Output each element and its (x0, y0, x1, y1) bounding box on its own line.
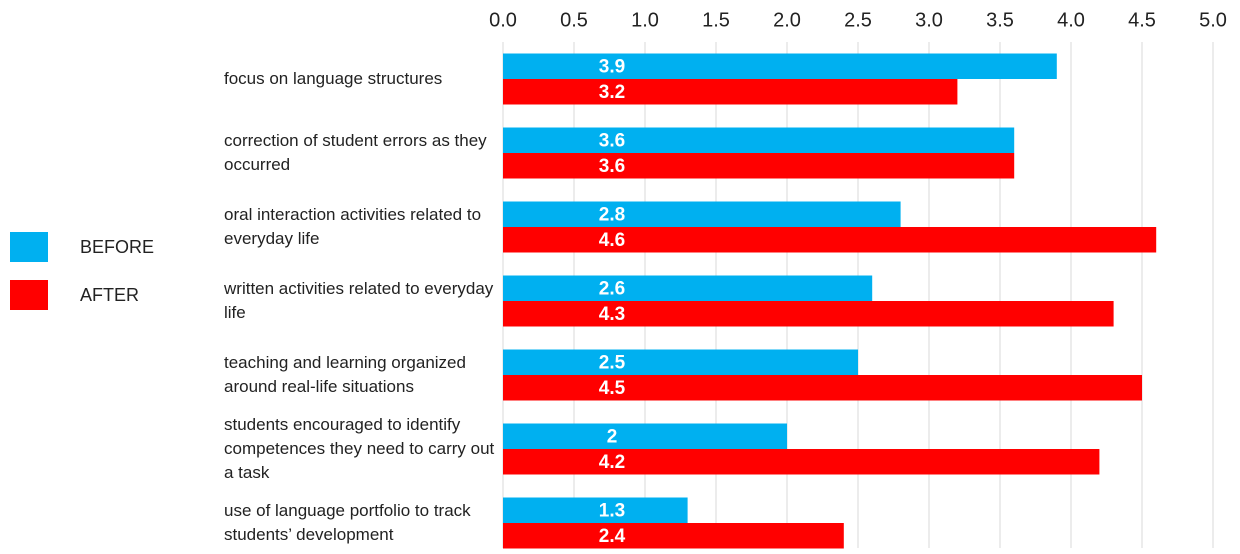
legend-label: AFTER (80, 285, 139, 305)
value-label: 4.3 (599, 304, 625, 325)
x-tick-label: 3.5 (986, 9, 1014, 31)
bar (503, 153, 1015, 179)
bar (503, 449, 1100, 475)
bar (503, 523, 844, 549)
value-label: 4.2 (599, 452, 625, 473)
bar (503, 423, 787, 449)
category-label: use of language portfolio to track stude… (224, 501, 471, 544)
x-tick-label: 2.5 (844, 9, 872, 31)
bar (503, 275, 873, 301)
x-tick-label: 0.0 (489, 9, 517, 31)
category-label: written activities related to everyday l… (224, 279, 494, 322)
x-tick-label: 1.5 (702, 9, 730, 31)
category-label: oral interaction activities related to e… (224, 205, 482, 248)
bar (503, 349, 858, 375)
legend-label: BEFORE (80, 237, 154, 257)
value-label: 3.9 (599, 56, 625, 77)
bar (503, 375, 1142, 401)
value-label: 1.3 (599, 500, 625, 521)
legend-swatch (10, 280, 48, 310)
bar (503, 79, 958, 105)
value-label: 2.6 (599, 278, 625, 299)
value-label: 2.5 (599, 352, 626, 373)
value-label: 4.6 (599, 230, 625, 251)
x-tick-label: 4.5 (1128, 9, 1156, 31)
category-label: focus on language structures (224, 69, 443, 88)
bar (503, 497, 688, 523)
bar (503, 301, 1114, 327)
legend-swatch (10, 232, 48, 262)
x-tick-label: 3.0 (915, 9, 943, 31)
value-label: 2.4 (599, 526, 626, 547)
value-label: 2 (607, 426, 618, 447)
value-label: 2.8 (599, 204, 625, 225)
x-tick-label: 2.0 (773, 9, 801, 31)
value-label: 4.5 (599, 378, 626, 399)
x-tick-label: 4.0 (1057, 9, 1085, 31)
value-label: 3.2 (599, 82, 625, 103)
x-tick-label: 0.5 (560, 9, 588, 31)
bar (503, 127, 1015, 153)
category-label: correction of student errors as they occ… (224, 131, 487, 174)
value-label: 3.6 (599, 130, 625, 151)
bar (503, 227, 1157, 253)
category-label: students encouraged to identify competen… (224, 415, 495, 482)
bar (503, 53, 1057, 79)
bar (503, 201, 901, 227)
x-tick-label: 1.0 (631, 9, 659, 31)
category-label: teaching and learning organized around r… (224, 353, 466, 396)
value-label: 3.6 (599, 156, 625, 177)
x-tick-label: 5.0 (1199, 9, 1227, 31)
